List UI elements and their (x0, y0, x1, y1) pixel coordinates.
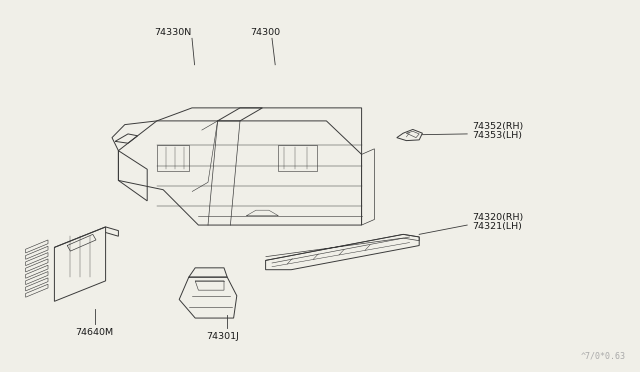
Text: 74352(RH): 74352(RH) (472, 122, 524, 131)
Text: 74640M: 74640M (76, 328, 114, 337)
Text: 74353(LH): 74353(LH) (472, 131, 522, 140)
Text: 74320(RH): 74320(RH) (472, 214, 524, 222)
Text: ^7/0*0.63: ^7/0*0.63 (581, 352, 626, 361)
Text: 74321(LH): 74321(LH) (472, 222, 522, 231)
Text: 74330N: 74330N (154, 28, 191, 37)
Text: 74300: 74300 (250, 28, 281, 37)
Text: 74301J: 74301J (206, 332, 239, 341)
